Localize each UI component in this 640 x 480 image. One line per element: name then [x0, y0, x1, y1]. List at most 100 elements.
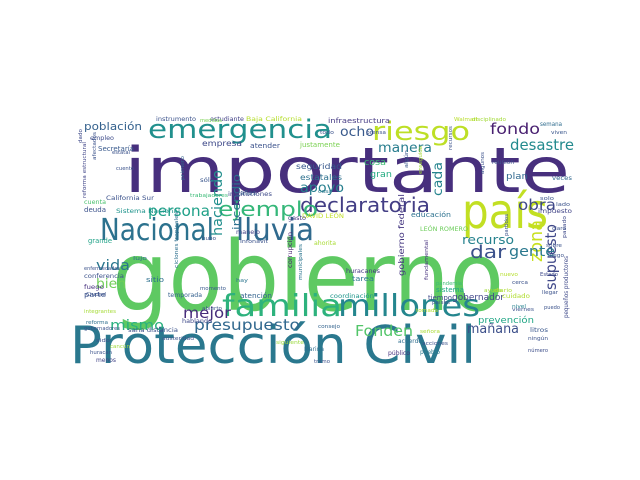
word-sistema: sistema: [436, 286, 464, 294]
word-lujo: lujo: [133, 256, 147, 262]
word-desastre: desastre: [510, 136, 574, 154]
word-paises: países: [432, 299, 450, 306]
word-manera: manera: [378, 141, 432, 156]
word-california-sur: California Sur: [106, 195, 155, 202]
word-tarea: tarea: [352, 275, 374, 283]
word-sana-distancia: sana distancia: [128, 327, 178, 334]
word-disciplinado: disciplinado: [472, 117, 506, 123]
word-menos: menos: [96, 357, 116, 364]
word-educacion: educación: [411, 211, 451, 219]
word-senora: señora: [420, 329, 440, 335]
word-numero: número: [528, 347, 548, 354]
word-baja-california: Baja California: [246, 116, 302, 123]
word-dado: dado: [78, 129, 84, 143]
word-tomada: tomada: [416, 308, 438, 314]
word-algun: algún: [403, 150, 410, 168]
word-afectados: afectados: [92, 132, 98, 160]
word-sobre: sobre: [546, 243, 562, 249]
word-temporada: temporada: [168, 292, 202, 299]
word-diario: diario: [494, 288, 512, 294]
word-poblacion: población: [84, 120, 142, 133]
word-fundamental: fundamental: [424, 240, 430, 280]
word-emergencia: emergencia: [148, 115, 332, 145]
word-huracanes: huracanes: [346, 268, 380, 275]
word-austeridad: austeridad: [162, 336, 194, 342]
word-millones: millones: [338, 289, 480, 324]
word-mismo: mismo: [110, 318, 164, 334]
word-atencion: atención: [240, 292, 272, 300]
word-anos: años: [240, 190, 256, 197]
word-justamente: justamente: [299, 141, 340, 149]
word-prevencion: prevención: [478, 315, 534, 326]
word-gente: gente: [509, 244, 555, 260]
word-fuego: fuego: [84, 284, 104, 291]
word-cuenta: cuenta: [84, 199, 106, 206]
word-claro: claro: [552, 226, 566, 232]
word-familia: familia: [222, 289, 342, 324]
word-municipales: municipales: [298, 244, 304, 280]
word-integrantes: integrantes: [84, 309, 116, 315]
word-cada: cada: [431, 162, 446, 196]
word-enseguida: enseguida: [418, 146, 424, 174]
word-gasto: gasto: [288, 215, 306, 222]
word-parte: parte: [84, 291, 106, 299]
word-estatal: estatal: [112, 150, 130, 156]
word-deuda: deuda: [84, 206, 106, 214]
word-atender: atender: [250, 142, 280, 150]
word-veces: veces: [552, 175, 572, 182]
word-cerca: cerca: [512, 280, 528, 286]
word-solo: solo: [540, 196, 554, 202]
word-fonden: Fonden: [355, 322, 413, 340]
word-bien: bien: [96, 277, 126, 292]
word-obra: obra: [518, 196, 556, 214]
word-casa: casa: [318, 189, 332, 195]
word-siguiente: siguiente: [276, 340, 304, 346]
word-recurso: recurso: [462, 233, 514, 247]
word-lluvia: lluvia: [236, 213, 314, 248]
word-infonavit: Infonavit: [240, 239, 268, 245]
word-plan: plan: [506, 172, 528, 182]
word-puedo: puedo: [544, 305, 560, 311]
word-mejor: mejor: [183, 304, 232, 322]
word-estatales: estatales: [300, 173, 342, 182]
word-seguridad: seguridad: [296, 162, 342, 171]
word-instituciones: instituciones: [228, 191, 272, 198]
word-ciudad: Ciudad: [86, 292, 106, 298]
word-nivel: nivel: [512, 304, 526, 310]
word-cosa: cosa: [364, 158, 386, 168]
word-nacional: Nacional: [100, 213, 214, 248]
word-gobernadores: gobernadores: [84, 326, 120, 332]
word-acciones: acciones: [422, 341, 448, 347]
word-presupuesto: presupuesto: [194, 316, 300, 334]
word-primero: primero: [180, 156, 186, 180]
word-recursos: recursos: [448, 126, 454, 150]
word-walmart: Walmart: [454, 117, 478, 123]
word-luego: luego: [548, 253, 564, 259]
word-viernes: viernes: [512, 307, 534, 313]
word-gobierno: gobierno: [112, 221, 504, 333]
word-acuerdo: acuerdo: [398, 338, 422, 345]
word-david-leon: DAVID LEÓN: [302, 213, 344, 220]
word-pasado: pasado: [562, 216, 568, 238]
word-estado: Estado: [540, 272, 558, 278]
word-instrumento: instrumento: [156, 116, 196, 123]
word-hubo: hubo: [202, 236, 216, 242]
word-ahorita: ahorita: [314, 240, 336, 247]
word-pais: país: [462, 184, 548, 240]
word-nuevo: nuevo: [500, 272, 518, 278]
word-marina: Marina: [304, 346, 324, 353]
word-cancun: cancún: [110, 343, 130, 350]
word-sitio: sitio: [146, 276, 164, 284]
word-empleo: empleo: [90, 135, 114, 142]
word-semana: semana: [540, 121, 562, 128]
word-empresa: empresa: [202, 139, 242, 148]
word-ocho: ocho: [340, 125, 374, 140]
word-estudiante: estudiante: [210, 116, 244, 123]
word-declaratoria: declaratoria: [300, 193, 430, 217]
word-reforma-estructural: reforma estructural: [82, 142, 88, 198]
word-algunos: algunos: [480, 152, 486, 174]
word-pandemia: pandemia: [436, 281, 462, 287]
word-manejo: manejo: [236, 229, 260, 236]
word-llegar: llegar: [542, 290, 559, 296]
